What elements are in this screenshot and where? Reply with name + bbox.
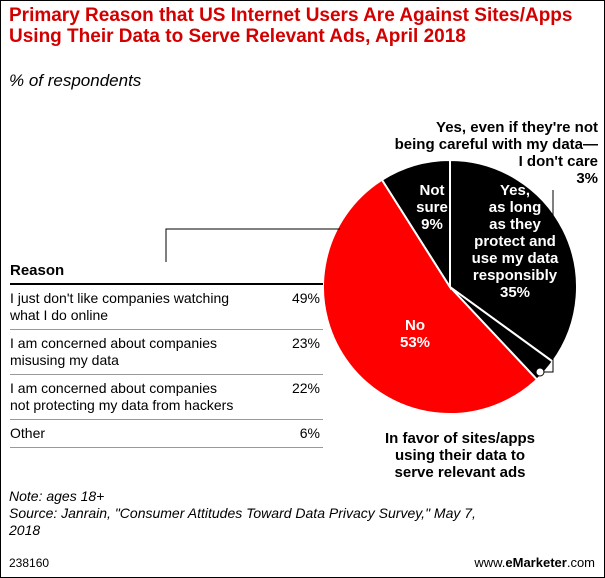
- row-label: I am concerned about companies misusing m…: [10, 335, 218, 368]
- chart-id: 238160: [9, 556, 50, 570]
- table-row: I just don't like companies watching what…: [10, 285, 323, 330]
- label-in-favor: In favor of sites/apps using their data …: [384, 430, 536, 481]
- chart-notes: Note: ages 18+ Source: Janrain, "Consume…: [9, 488, 476, 538]
- chart-title: Primary Reason that US Internet Users Ar…: [9, 5, 573, 47]
- reason-table: Reason I just don't like companies watch…: [10, 262, 323, 448]
- table-header: Reason: [10, 262, 323, 285]
- row-value: 49%: [291, 290, 320, 306]
- pie-slice-no: [322, 178, 539, 415]
- pie-slice-not-sure: [380, 158, 451, 291]
- label-not-sure: Not sure 9%: [416, 182, 448, 233]
- label-no: No 53%: [399, 317, 431, 351]
- row-label: Other: [10, 425, 46, 441]
- table-row: I am concerned about companies misusing m…: [10, 330, 323, 375]
- label-yes-responsibly: Yes, as long as they protect and use my …: [471, 182, 559, 301]
- brand-logo: www.eMarketer.com: [474, 555, 595, 570]
- table-row: I am concerned about companies not protec…: [10, 375, 323, 420]
- label-yes-careless: Yes, even if they're not being careful w…: [394, 119, 598, 187]
- chart-subtitle: % of respondents: [9, 71, 142, 90]
- yes-careless-marker: [535, 367, 545, 377]
- row-label: I am concerned about companies not protec…: [10, 380, 234, 413]
- row-value: 22%: [291, 380, 320, 396]
- row-label: I just don't like companies watching what…: [10, 290, 230, 323]
- pie-slice-yes-responsibly: [449, 158, 578, 364]
- connector-line-table: [165, 228, 340, 262]
- table-row: Other 6%: [10, 420, 323, 448]
- row-value: 6%: [299, 425, 320, 441]
- row-value: 23%: [291, 335, 320, 351]
